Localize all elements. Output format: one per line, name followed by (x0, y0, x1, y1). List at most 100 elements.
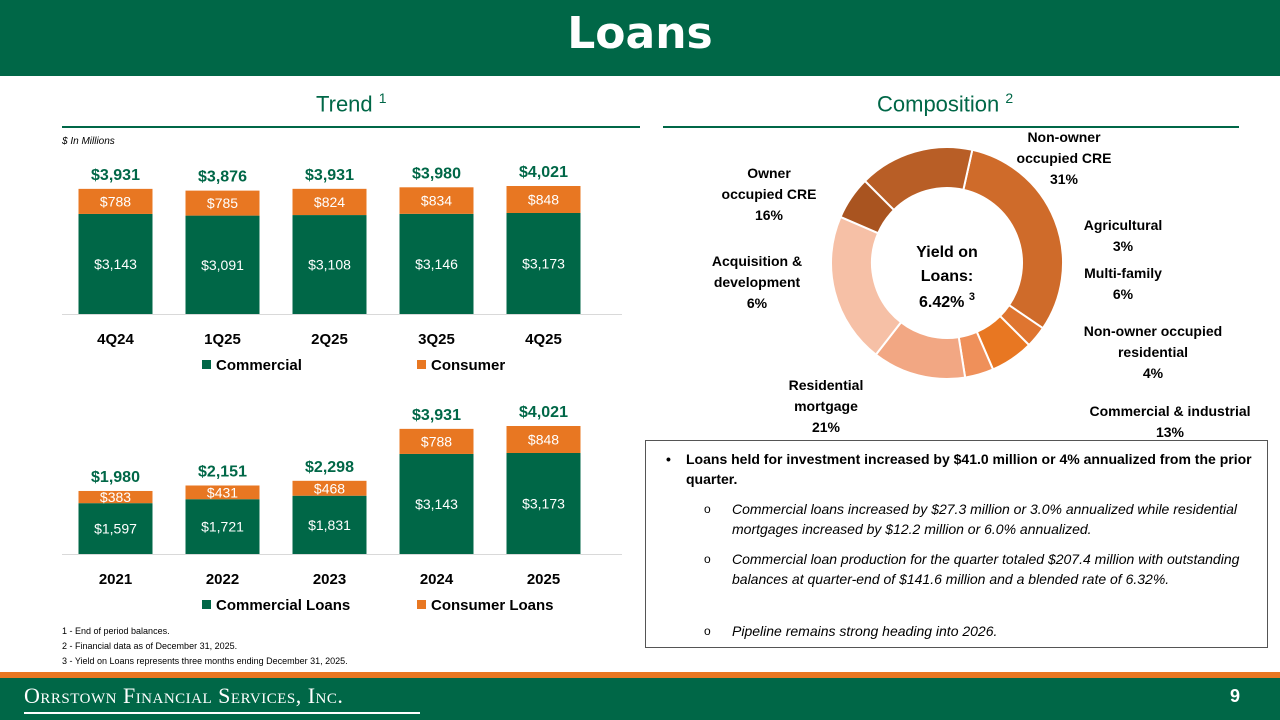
legend-label: Consumer Loans (431, 597, 554, 614)
page-title: Loans (567, 8, 713, 59)
annual-trend-chart: $1,597 $383 $1,980 2021 $1,721 $431 $2,151 2022… (62, 404, 622, 614)
legend-swatch (202, 360, 211, 369)
bar-segment-commercial (506, 212, 581, 314)
x-tick-label: 2024 (420, 571, 454, 588)
composition-title: Composition 2 (877, 90, 1014, 117)
x-tick-label: 3Q25 (418, 331, 455, 348)
donut-center-line2: Loans: (921, 268, 973, 285)
x-tick-label: 2021 (99, 571, 132, 588)
bar-data-label: $788 (100, 193, 131, 209)
highlight-sub-1: o Commercial loans increased by $27.3 mil… (704, 501, 1238, 537)
bar-segment-consumer (399, 187, 474, 214)
bar-total-label: $3,931 (305, 167, 354, 184)
x-tick-label: 2023 (313, 571, 346, 588)
bar-data-label: $3,146 (415, 256, 458, 272)
footer-accent-line (0, 672, 1280, 678)
circle-bullet-icon: o (704, 502, 711, 516)
unit-note: $ In Millions (62, 136, 115, 147)
x-tick-label: 4Q25 (525, 331, 562, 348)
slice-label: Commercial & industrial 13% (1089, 403, 1250, 440)
bar-segment-consumer (78, 188, 153, 214)
highlight-sub-3: o Pipeline remains strong heading into 20… (704, 623, 998, 639)
donut-center-value: 6.42% 3 (919, 291, 975, 311)
bar-segment-commercial (78, 213, 153, 314)
bar-segment-consumer (292, 188, 367, 216)
bar-segment-commercial-loans (506, 452, 581, 554)
bar-total-label: $3,876 (198, 169, 247, 186)
bar-segment-consumer (185, 190, 260, 216)
bar-total-label: $2,298 (305, 459, 354, 476)
highlights-box: • Loans held for investment increased by … (645, 440, 1268, 648)
bullet-dot-icon: • (666, 451, 671, 467)
bar-data-label: $3,143 (94, 256, 137, 272)
bar-segment-commercial-loans (399, 453, 474, 554)
bar-total-label: $2,151 (198, 463, 247, 480)
slice-label: Agricultural 3% (1084, 217, 1163, 254)
page-number: 9 (1229, 686, 1240, 706)
slice-label: Non-owner occupied residential 4% (1084, 323, 1222, 381)
trend-title: Trend 1 (316, 90, 387, 117)
bar-data-label: $1,597 (94, 521, 137, 537)
bar-data-label: $848 (528, 191, 559, 207)
bar-data-label: $1,831 (308, 517, 351, 533)
donut-slice (962, 148, 1064, 330)
bar-segment-consumer-loans (506, 426, 581, 453)
donut-slice (863, 146, 974, 212)
bar-segment-consumer (506, 186, 581, 213)
bar-data-label: $468 (314, 480, 345, 496)
bar-data-label: $834 (421, 193, 452, 209)
bar-segment-commercial-loans (78, 503, 153, 554)
slice-label: Non-owner occupied CRE 31% (1017, 129, 1112, 187)
bar-data-label: $3,173 (522, 495, 565, 511)
legend-label: Consumer (431, 357, 505, 374)
legend-swatch (417, 360, 426, 369)
trend-rule (62, 126, 640, 128)
bar-segment-commercial (292, 215, 367, 314)
bar-data-label: $3,108 (308, 257, 351, 273)
x-tick-label: 2Q25 (311, 331, 348, 348)
bar-total-label: $4,021 (519, 404, 568, 421)
bar-data-label: $3,143 (415, 496, 458, 512)
footnote-2: 2 - Financial data as of December 31, 20… (62, 641, 238, 651)
legend-swatch (202, 600, 211, 609)
slice-label: Owner occupied CRE 16% (722, 165, 817, 223)
bar-data-label: $1,721 (201, 519, 244, 535)
legend-swatch (417, 600, 426, 609)
circle-bullet-icon: o (704, 552, 711, 566)
legend-label: Commercial Loans (216, 597, 350, 614)
slice-label: Acquisition & development 6% (712, 253, 802, 311)
bar-segment-consumer-loans (399, 428, 474, 454)
bar-total-label: $3,931 (412, 407, 461, 424)
bar-total-label: $1,980 (91, 469, 140, 486)
bar-total-label: $4,021 (519, 164, 568, 181)
bar-total-label: $3,931 (91, 167, 140, 184)
bar-segment-commercial (399, 213, 474, 314)
bar-segment-consumer-loans (78, 490, 153, 504)
quarterly-trend-chart: $3,143 $788 $3,931 4Q24 $3,091 $785 $3,876 1Q25… (62, 164, 622, 374)
footnote-3: 3 - Yield on Loans represents three mont… (62, 656, 348, 666)
bar-data-label: $431 (207, 484, 238, 500)
highlight-main: • Loans held for investment increased by … (666, 451, 1252, 487)
bar-data-label: $785 (207, 195, 238, 211)
bar-data-label: $824 (314, 194, 345, 210)
legend-label: Commercial (216, 357, 302, 374)
bar-segment-commercial-loans (292, 495, 367, 554)
logo-underline (24, 712, 420, 714)
footnote-1: 1 - End of period balances. (62, 626, 170, 636)
x-tick-label: 4Q24 (97, 331, 134, 348)
donut-slice (830, 215, 903, 357)
x-tick-label: 1Q25 (204, 331, 241, 348)
x-tick-label: 2025 (527, 571, 560, 588)
donut-center-line1: Yield on (916, 244, 978, 261)
header-bar (0, 0, 1280, 76)
composition-rule (663, 126, 1239, 128)
bar-data-label: $848 (528, 431, 559, 447)
circle-bullet-icon: o (704, 624, 711, 638)
footnotes: 1 - End of period balances. 2 - Financia… (62, 624, 348, 669)
bar-segment-commercial-loans (185, 499, 260, 554)
composition-donut-chart: Non-owner occupied CRE 31% Agricultural 3% Mu… (712, 129, 1251, 440)
bar-data-label: $3,173 (522, 255, 565, 271)
bar-data-label: $3,091 (201, 257, 244, 273)
slice-label: Residential mortgage 21% (789, 377, 864, 435)
highlight-sub-2: o Commercial loan production for the quar… (704, 551, 1240, 587)
